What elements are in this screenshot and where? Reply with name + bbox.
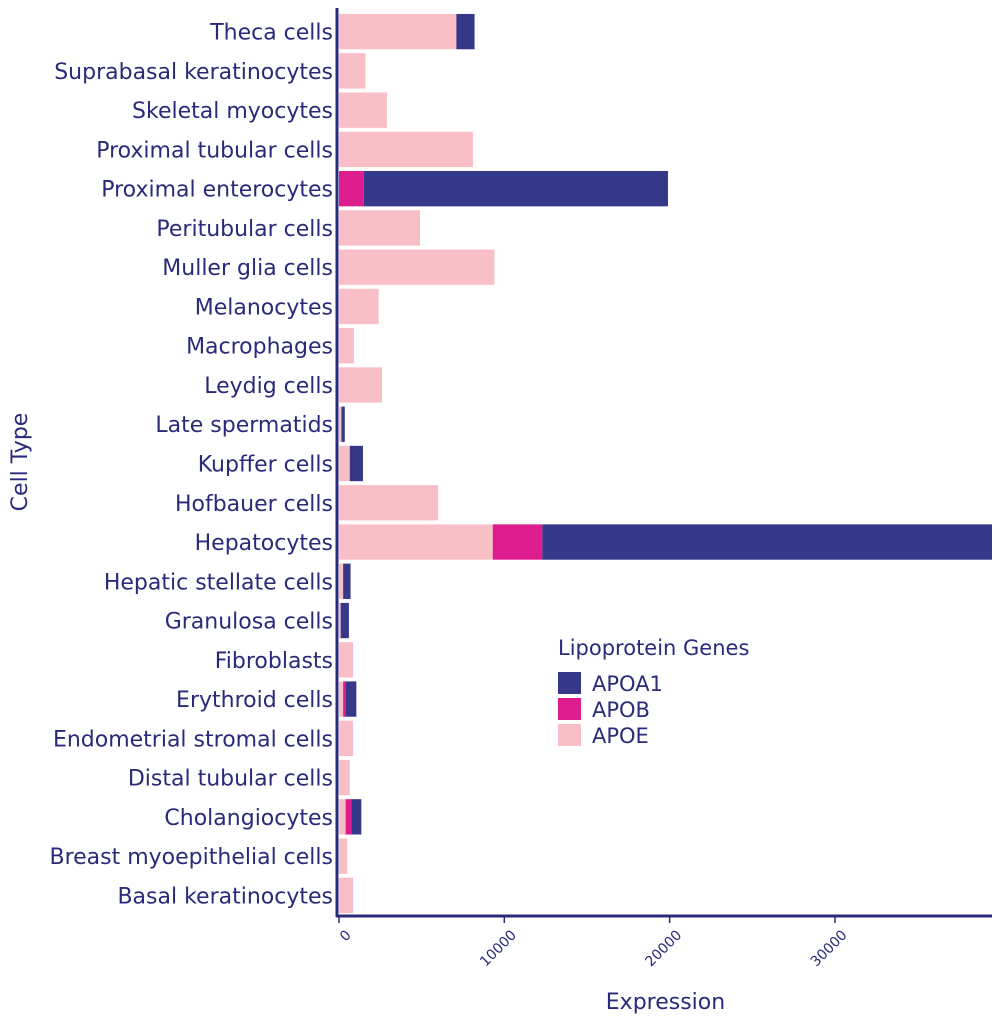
category-label-distal-tubular-cells: Distal tubular cells — [128, 767, 333, 792]
category-label-granulosa-cells: Granulosa cells — [165, 610, 333, 635]
bar-theca-cells-apoe — [339, 13, 457, 50]
bar-granulosa-cells-apoe — [339, 602, 341, 639]
bar-hepatocytes-apoa1 — [542, 524, 992, 560]
bar-fibroblasts-apoe — [339, 642, 354, 678]
bar-melanocytes-apoe — [339, 288, 379, 325]
legend-label-apob: APOB — [592, 698, 650, 722]
category-label-cholangiocytes: Cholangiocytes — [164, 806, 333, 831]
bar-proximal-enterocytes-apob — [339, 171, 364, 207]
bar-cholangiocytes-apoe — [339, 799, 346, 835]
bar-distal-tubular-cells-apoe — [339, 759, 350, 796]
bar-late-spermatids-apoa1 — [341, 406, 345, 442]
legend-swatch-apoa1 — [558, 672, 581, 694]
category-label-breast-myoepithelial-cells: Breast myoepithelial cells — [49, 845, 333, 870]
category-label-suprabasal-keratinocytes: Suprabasal keratinocytes — [54, 60, 333, 85]
bar-macrophages-apoe — [339, 328, 354, 364]
bar-cholangiocytes-apob — [345, 799, 352, 835]
category-label-macrophages: Macrophages — [186, 335, 333, 360]
bar-granulosa-cells-apoa1 — [340, 602, 349, 639]
bar-endometrial-stromal-cells-apoe — [339, 720, 354, 756]
legend-swatch-apob — [558, 698, 581, 720]
bar-suprabasal-keratinocytes-apoe — [339, 53, 366, 89]
bar-kupffer-cells-apoa1 — [349, 445, 363, 482]
category-label-hepatocytes: Hepatocytes — [195, 531, 333, 556]
x-tick-label-0: 0 — [337, 927, 355, 945]
bar-basal-keratinocytes-apoe — [339, 877, 354, 914]
x-tick-label-10000: 10000 — [477, 927, 520, 970]
bar-erythroid-cells-apob — [343, 681, 346, 717]
bar-hofbauer-cells-apoe — [339, 485, 439, 521]
legend-swatch-apoe — [558, 724, 581, 746]
bar-hepatocytes-apoe — [339, 524, 493, 560]
bar-proximal-enterocytes-apoa1 — [363, 171, 668, 207]
category-label-late-spermatids: Late spermatids — [155, 413, 333, 438]
category-label-theca-cells: Theca cells — [209, 21, 333, 46]
category-labels-group: Theca cells Suprabasal keratinocytes Skele… — [49, 21, 333, 910]
category-label-proximal-enterocytes: Proximal enterocytes — [101, 178, 333, 203]
category-label-fibroblasts: Fibroblasts — [215, 649, 333, 674]
bar-leydig-cells-apoe — [339, 367, 382, 403]
legend-label-apoa1: APOA1 — [592, 672, 663, 696]
bar-hepatic-stellate-cells-apoe — [339, 563, 344, 599]
category-label-leydig-cells: Leydig cells — [204, 374, 333, 399]
category-label-peritubular-cells: Peritubular cells — [156, 217, 333, 242]
bar-skeletal-myocytes-apoe — [339, 92, 387, 128]
y-axis-title: Cell Type — [8, 413, 33, 512]
category-label-muller-glia-cells: Muller glia cells — [162, 256, 333, 281]
bar-proximal-tubular-cells-apoe — [339, 131, 473, 168]
bar-hepatocytes-apob — [492, 524, 543, 560]
bars-group — [339, 13, 992, 914]
bar-theca-cells-apoa1 — [456, 13, 475, 50]
category-label-hepatic-stellate-cells: Hepatic stellate cells — [104, 570, 333, 595]
bar-hepatic-stellate-cells-apoa1 — [343, 563, 351, 599]
x-tick-label-30000: 30000 — [808, 927, 851, 970]
bar-cholangiocytes-apoa1 — [351, 799, 362, 835]
category-label-proximal-tubular-cells: Proximal tubular cells — [96, 138, 333, 163]
x-ticks-group: 0 10000 20000 30000 — [337, 917, 851, 970]
category-label-basal-keratinocytes: Basal keratinocytes — [117, 884, 333, 909]
bar-erythroid-cells-apoe — [339, 681, 344, 717]
category-label-endometrial-stromal-cells: Endometrial stromal cells — [53, 727, 333, 752]
category-label-melanocytes: Melanocytes — [195, 295, 333, 320]
category-label-hofbauer-cells: Hofbauer cells — [175, 492, 333, 517]
bar-late-spermatids-apoe — [339, 406, 342, 442]
x-tick-label-20000: 20000 — [642, 927, 685, 970]
bar-erythroid-cells-apoa1 — [345, 681, 357, 717]
category-label-kupffer-cells: Kupffer cells — [198, 453, 333, 478]
category-label-skeletal-myocytes: Skeletal myocytes — [132, 99, 333, 124]
bar-breast-myoepithelial-cells-apoe — [339, 838, 348, 874]
bar-peritubular-cells-apoe — [339, 210, 421, 246]
bar-muller-glia-cells-apoe — [339, 249, 495, 285]
bar-kupffer-cells-apoe — [339, 445, 350, 482]
legend-title: Lipoprotein Genes — [558, 636, 749, 660]
category-label-erythroid-cells: Erythroid cells — [176, 688, 333, 713]
x-axis-title: Expression — [606, 990, 725, 1015]
legend-label-apoe: APOE — [592, 724, 649, 748]
